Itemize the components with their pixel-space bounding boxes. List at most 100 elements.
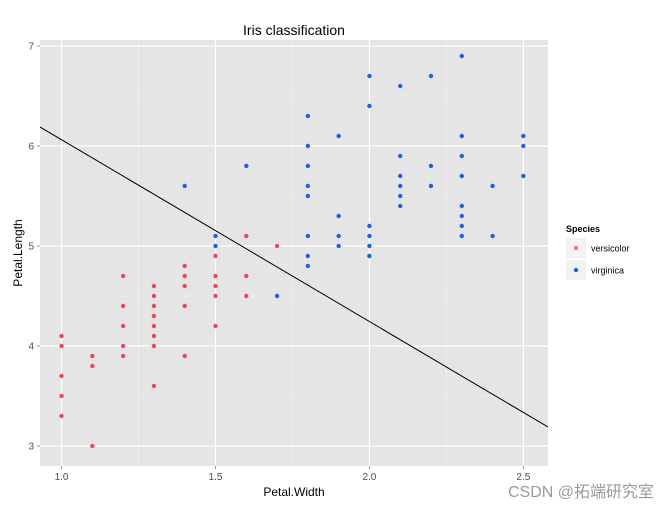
versicolor-point <box>151 323 157 329</box>
versicolor-point <box>59 333 64 339</box>
virginica-point <box>305 253 311 259</box>
versicolor-point <box>120 343 126 349</box>
virginica-point <box>398 153 403 159</box>
versicolor-point <box>213 273 218 279</box>
virginica-point <box>367 103 372 109</box>
grid-lines <box>40 40 548 466</box>
chart-title: Iris classification <box>243 22 345 38</box>
versicolor-point <box>151 303 157 309</box>
virginica-point <box>336 243 341 249</box>
versicolor-point <box>182 283 187 289</box>
legend-label-versicolor: versicolor <box>591 244 630 254</box>
virginica-point <box>459 53 464 59</box>
versicolor-point <box>90 353 95 359</box>
virginica-point <box>213 233 218 239</box>
legend-key-virginica <box>573 267 579 273</box>
legend-label-virginica: virginica <box>591 266 624 276</box>
decision-boundary-layer <box>40 126 548 428</box>
versicolor-point <box>120 273 126 279</box>
virginica-point <box>459 173 464 179</box>
virginica-point <box>336 133 341 139</box>
plot-panel <box>40 40 548 466</box>
versicolor-point <box>213 293 218 299</box>
x-tick-label: 1.0 <box>55 472 69 483</box>
virginica-point <box>459 233 464 239</box>
virginica-point <box>428 183 434 189</box>
virginica-point <box>521 133 526 139</box>
virginica-point <box>336 213 341 219</box>
versicolor-point <box>182 353 187 359</box>
y-tick-label: 4 <box>28 342 34 353</box>
versicolor-point <box>151 383 157 389</box>
virginica-point <box>367 233 372 239</box>
versicolor-point <box>213 253 218 259</box>
versicolor-point <box>151 313 157 319</box>
versicolor-point <box>59 393 64 399</box>
decision-boundary-line <box>40 126 548 428</box>
virginica-point <box>459 213 464 219</box>
versicolor-point <box>244 233 249 239</box>
virginica-point <box>367 243 372 249</box>
virginica-point <box>305 183 311 189</box>
x-axis-ticks: 1.0 1.5 2.0 2.5 <box>55 466 531 483</box>
virginica-point <box>521 173 526 179</box>
watermark-text: CSDN @拓端研究室 <box>508 483 654 501</box>
x-tick-label: 2.0 <box>362 472 376 483</box>
x-tick-label: 2.5 <box>516 472 530 483</box>
virginica-point <box>459 203 464 209</box>
y-tick-label: 6 <box>28 142 34 153</box>
virginica-point <box>213 243 218 249</box>
legend-title: Species <box>566 224 600 234</box>
versicolor-point <box>120 323 126 329</box>
y-tick-label: 3 <box>28 442 34 453</box>
virginica-point <box>398 193 403 199</box>
versicolor-point <box>59 413 64 419</box>
versicolor-point <box>59 373 64 379</box>
versicolor-point <box>151 293 157 299</box>
virginica-point <box>274 293 280 299</box>
versicolor-point <box>59 343 64 349</box>
virginica-point <box>367 223 372 229</box>
virginica-point <box>305 193 311 199</box>
data-points <box>59 53 526 449</box>
versicolor-point <box>244 273 249 279</box>
versicolor-point <box>182 263 187 269</box>
versicolor-point <box>274 243 280 249</box>
virginica-point <box>305 263 311 269</box>
versicolor-point <box>213 283 218 289</box>
virginica-point <box>521 143 526 149</box>
y-axis-title: Petal.Length <box>11 219 25 286</box>
virginica-point <box>398 173 403 179</box>
versicolor-point <box>120 303 126 309</box>
versicolor-point <box>151 343 157 349</box>
versicolor-point <box>213 323 218 329</box>
versicolor-point <box>90 363 95 369</box>
virginica-point <box>459 153 464 159</box>
versicolor-point <box>182 303 187 309</box>
versicolor-point <box>151 333 157 339</box>
virginica-point <box>336 233 341 239</box>
virginica-point <box>490 233 495 239</box>
virginica-point <box>367 73 372 79</box>
y-tick-label: 7 <box>28 42 34 53</box>
virginica-point <box>490 183 495 189</box>
legend: Species versicolor virginica <box>566 224 630 280</box>
virginica-point <box>459 223 464 229</box>
x-axis-title: Petal.Width <box>263 485 324 499</box>
virginica-point <box>305 143 311 149</box>
virginica-point <box>305 163 311 169</box>
versicolor-point <box>151 283 157 289</box>
versicolor-point <box>244 293 249 299</box>
legend-key-versicolor <box>573 245 579 251</box>
virginica-point <box>398 83 403 89</box>
virginica-point <box>398 183 403 189</box>
virginica-point <box>398 203 403 209</box>
virginica-point <box>459 133 464 139</box>
legend-entries: versicolor virginica <box>566 238 630 280</box>
x-tick-label: 1.5 <box>209 472 223 483</box>
virginica-point <box>305 113 311 119</box>
virginica-point <box>182 183 187 189</box>
virginica-point <box>244 163 249 169</box>
